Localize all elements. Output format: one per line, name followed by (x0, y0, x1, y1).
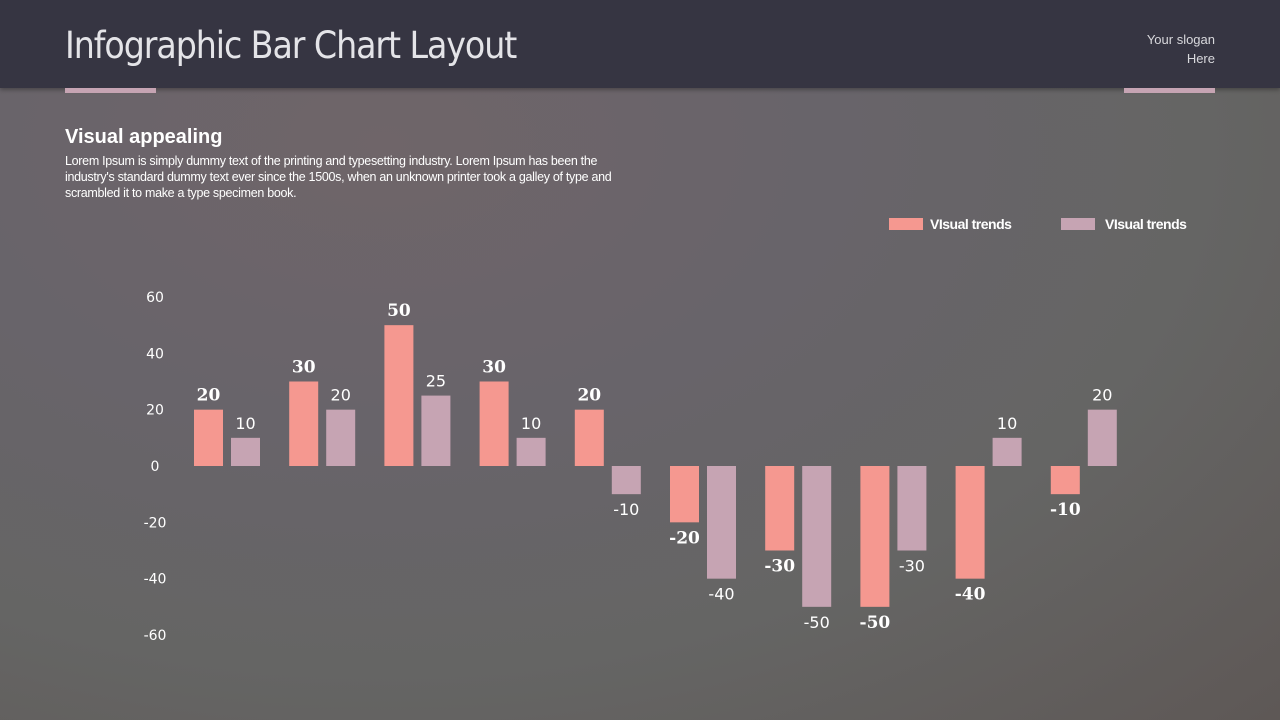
y-tick-label: 60 (146, 290, 164, 306)
slogan-line-2: Here (1186, 51, 1215, 66)
bar-series2 (992, 437, 1022, 466)
accent-bar-left (65, 88, 156, 93)
bar-series1 (289, 381, 319, 466)
bar-series2 (516, 437, 546, 466)
data-label-series1: -10 (1050, 500, 1081, 520)
data-label-series1: 20 (197, 386, 221, 406)
bar-series1 (479, 381, 509, 466)
section-subtitle: Visual appealing (65, 126, 223, 148)
data-label-series2: -30 (899, 557, 925, 576)
data-label-series2: -40 (708, 585, 734, 604)
accent-bar-right (1124, 88, 1215, 93)
bar-series2 (421, 395, 451, 466)
data-label-series1: -40 (955, 585, 986, 605)
bar-series2 (231, 437, 260, 466)
y-tick-label: -40 (144, 572, 167, 588)
data-label-series2: 25 (426, 372, 446, 391)
bar-series1 (384, 325, 414, 466)
bar-series1 (194, 409, 223, 466)
bar-series1 (765, 466, 795, 551)
data-label-series1: 30 (292, 358, 316, 378)
bar-series1 (955, 466, 985, 579)
y-tick-label: 40 (146, 346, 164, 362)
legend-item-series1: VIsual trends (889, 216, 1012, 232)
bar-series2 (326, 409, 356, 466)
data-label-series1: 30 (482, 358, 506, 378)
legend-swatch-series2 (1061, 218, 1095, 230)
data-label-series1: 50 (387, 301, 411, 321)
data-label-series1: -20 (669, 528, 700, 548)
legend-label-series2: VIsual trends (1105, 216, 1187, 232)
data-label-series2: -10 (613, 500, 639, 519)
bar-series1 (670, 466, 699, 523)
slogan: Your slogan Here (1147, 30, 1215, 68)
bar-series2 (802, 466, 832, 607)
bar-series2 (897, 466, 927, 551)
bar-series2 (611, 466, 641, 495)
section-description: Lorem Ipsum is simply dummy text of the … (65, 154, 612, 200)
legend-swatch-series1 (889, 218, 923, 230)
legend-item-series2: VIsual trends (1061, 216, 1187, 232)
bar-series2 (707, 466, 736, 579)
y-tick-label: 20 (146, 403, 164, 419)
slogan-line-1: Your slogan (1146, 32, 1215, 47)
data-label-series2: 10 (997, 414, 1017, 433)
y-tick-label: -20 (144, 515, 167, 531)
bar-series1 (860, 466, 890, 607)
data-label-series2: 10 (235, 414, 255, 433)
bar-series1 (1050, 466, 1080, 495)
bar-series2 (1087, 409, 1117, 466)
bar-series1 (574, 409, 604, 466)
data-label-series1: -50 (860, 613, 891, 633)
page-title: Infographic Bar Chart Layout (65, 24, 517, 67)
data-label-series2: -50 (804, 613, 830, 632)
data-label-series2: 10 (521, 414, 541, 433)
data-label-series2: 20 (331, 386, 351, 405)
header-bar: Infographic Bar Chart Layout Your slogan… (0, 0, 1280, 88)
y-tick-label: -60 (144, 628, 167, 644)
data-label-series1: 20 (577, 386, 601, 406)
legend-label-series1: VIsual trends (930, 216, 1012, 232)
y-tick-label: 0 (151, 459, 160, 475)
data-label-series1: -30 (764, 557, 795, 577)
data-label-series2: 20 (1092, 386, 1112, 405)
